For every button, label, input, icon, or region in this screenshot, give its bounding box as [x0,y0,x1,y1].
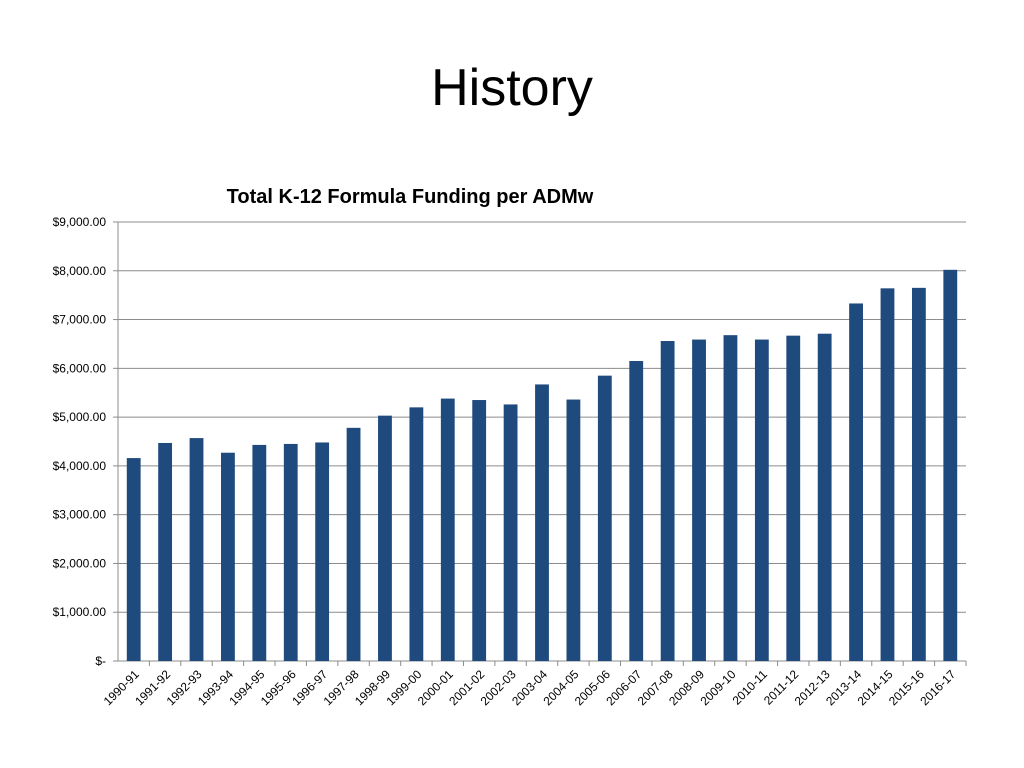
bar [472,400,487,661]
bar [849,303,863,661]
bar [378,415,392,661]
chart-title: Total K-12 Formula Funding per ADMw [226,186,594,208]
bar [629,361,644,661]
x-tick-label: 2016-17 [917,667,958,708]
bar [189,438,204,661]
y-tick-label: $- [95,654,106,668]
y-tick-label: $7,000.00 [53,313,107,327]
bar [346,427,361,661]
bar [786,335,801,661]
bar [911,287,926,661]
y-tick-labels: $- $1,000.00 $2,000.00 $3,000.00 $4,000.00 $5… [53,215,107,668]
y-tick-label: $9,000.00 [53,215,107,229]
y-tick-label: $3,000.00 [53,508,107,522]
bar [315,442,330,661]
y-tick-label: $6,000.00 [53,361,107,375]
bar [723,335,738,661]
bar [126,458,141,661]
bar [440,398,455,661]
bar [754,339,769,661]
x-tick-labels: 1990-911991-921992-931993-941994-951995-… [101,667,959,708]
bar [660,341,675,661]
bars [126,269,958,661]
bar [283,443,298,661]
bar [880,288,895,661]
y-tick-label: $5,000.00 [53,410,107,424]
bar [409,407,424,661]
bar [158,442,173,661]
bar [597,375,612,661]
bar [692,339,706,661]
bar [503,404,518,661]
bar [221,452,235,661]
y-tick-label: $1,000.00 [53,605,107,619]
y-tick-label: $2,000.00 [53,556,107,570]
bar [943,269,958,661]
bar [252,444,267,661]
bar [566,399,581,661]
y-tick-label: $8,000.00 [53,264,107,278]
bar [817,333,832,661]
slide-title: History [431,59,593,117]
bar [535,384,549,661]
y-tick-label: $4,000.00 [53,459,107,473]
